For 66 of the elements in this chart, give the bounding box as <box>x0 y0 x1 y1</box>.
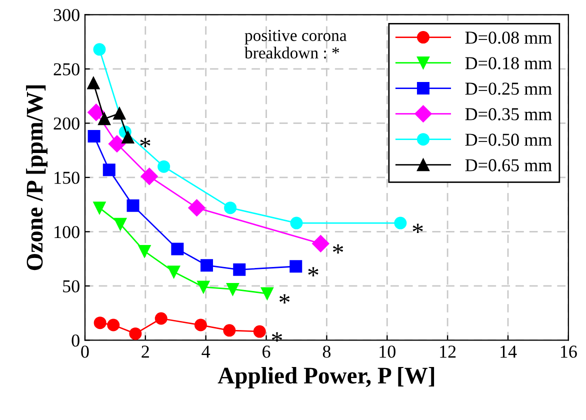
x-tick-label: 2 <box>142 346 149 358</box>
x-axis-title: Applied Power, P [W] <box>218 366 434 388</box>
x-tick-label: 0 <box>81 346 89 358</box>
legend-label: D=0.35 mm <box>465 108 552 120</box>
y-tick-label: 300 <box>54 8 80 22</box>
point <box>197 280 210 294</box>
y-tick-label: 50 <box>63 280 80 292</box>
point <box>102 164 116 176</box>
legend-label: D=0.18 mm <box>465 57 552 70</box>
point <box>168 266 180 278</box>
point <box>129 327 142 340</box>
point <box>154 312 168 325</box>
x-tick-label: 12 <box>440 346 456 358</box>
legend-label: D=0.08 mm <box>465 32 552 44</box>
annotation: * <box>280 294 290 304</box>
point <box>87 76 100 90</box>
x-tick-label: 4 <box>202 346 210 358</box>
annotation: * <box>272 332 282 342</box>
point <box>93 202 106 214</box>
annotation: * <box>412 224 423 233</box>
point <box>122 131 134 144</box>
point <box>138 244 151 258</box>
point <box>113 107 126 120</box>
point <box>93 43 106 56</box>
x-tick-label: 6 <box>262 346 270 358</box>
legend-label: D=0.25 mm <box>465 82 552 95</box>
point <box>224 202 237 214</box>
point <box>260 287 274 300</box>
point <box>114 218 127 230</box>
point <box>188 199 206 216</box>
x-tick-label: 8 <box>322 346 331 358</box>
x-tick-label: 10 <box>380 346 396 358</box>
x-tick-label: 16 <box>560 346 577 358</box>
point <box>107 318 120 332</box>
y-tick-label: 250 <box>54 63 80 76</box>
y-tick-label: 150 <box>54 172 80 184</box>
point <box>233 263 246 276</box>
point <box>290 260 302 273</box>
point <box>290 216 303 230</box>
point <box>108 135 126 152</box>
y-tick-label: 200 <box>54 117 80 130</box>
annotation: positive corona breakdown : * <box>244 30 347 59</box>
point <box>223 324 236 337</box>
point <box>171 242 184 256</box>
annotation: * <box>140 138 150 148</box>
y-tick-label: 100 <box>54 226 80 238</box>
y-axis-title: Ozone /P [ppm/W] <box>26 85 48 270</box>
point <box>158 160 170 173</box>
point <box>253 325 266 338</box>
annotation: * <box>308 267 318 276</box>
point <box>140 168 158 185</box>
point <box>126 199 140 212</box>
point <box>88 130 100 142</box>
legend-label: D=0.65 mm <box>465 159 552 172</box>
legend-label: D=0.50 mm <box>465 134 552 146</box>
annotation: * <box>332 244 344 254</box>
point <box>88 104 105 121</box>
point <box>194 318 207 332</box>
point <box>226 282 239 296</box>
point <box>94 316 106 330</box>
point <box>394 216 407 230</box>
point <box>312 235 330 252</box>
point <box>98 112 111 126</box>
y-tick-label: 0 <box>72 334 80 347</box>
x-tick-label: 14 <box>500 346 517 358</box>
point <box>200 259 213 272</box>
